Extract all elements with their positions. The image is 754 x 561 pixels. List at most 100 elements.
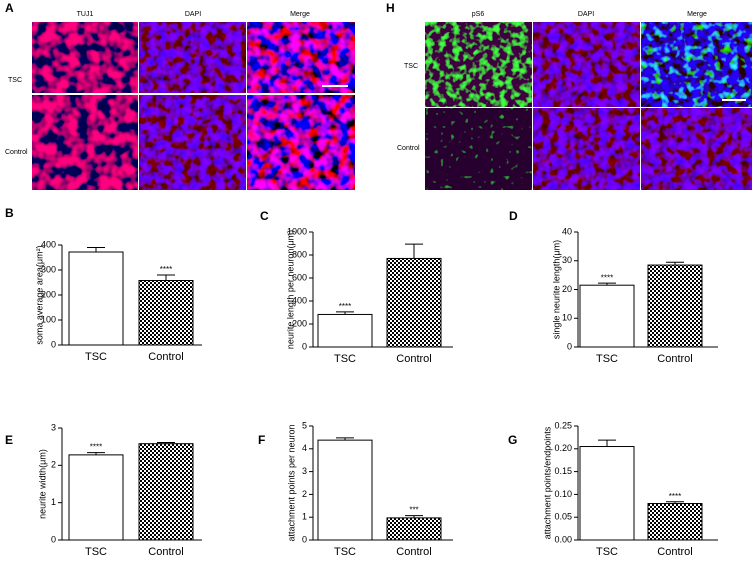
micrograph — [139, 22, 246, 93]
y-tick-label: 40 — [562, 226, 572, 236]
error-bar — [666, 501, 684, 504]
error-bar — [157, 442, 175, 444]
y-tick-label: 3 — [302, 466, 307, 476]
micrograph — [32, 95, 138, 190]
micrograph — [32, 22, 138, 93]
micrograph — [425, 22, 532, 107]
significance: **** — [90, 443, 102, 452]
micrograph — [641, 22, 752, 107]
y-tick-label: 3 — [51, 422, 56, 432]
y-tick-label: 1 — [302, 512, 307, 522]
bar — [579, 284, 635, 348]
bar — [68, 454, 124, 541]
micrograph — [425, 108, 532, 190]
error-bar — [87, 452, 105, 455]
x-tick-label: Control — [657, 353, 692, 365]
column-label: TUJ1 — [77, 11, 94, 18]
panel-label: C — [260, 209, 269, 223]
x-tick-label: TSC — [596, 353, 618, 365]
error-bar — [666, 261, 684, 266]
y-tick-label: 100 — [41, 314, 56, 324]
panel-label: B — [5, 206, 14, 220]
y-axis-label: attachment points/endpoints — [542, 426, 552, 539]
column-label: pS6 — [472, 11, 485, 18]
y-tick-label: 400 — [292, 295, 307, 305]
error-bar — [157, 274, 175, 281]
panel-label: H — [386, 1, 395, 15]
column-label: Merge — [290, 11, 310, 18]
micrograph — [139, 95, 246, 190]
error-bar — [598, 282, 616, 286]
bar — [138, 443, 194, 541]
bar — [138, 280, 194, 346]
error-bar — [336, 311, 354, 315]
y-axis-label: attachment points per neuron — [286, 424, 296, 541]
x-tick-label: Control — [396, 546, 431, 556]
y-tick-label: 0.20 — [554, 443, 572, 453]
significance: **** — [160, 265, 172, 274]
y-axis-label: neurite width(μm) — [37, 449, 47, 519]
y-tick-label: 30 — [562, 255, 572, 265]
x-tick-label: TSC — [334, 546, 356, 556]
micrograph — [247, 95, 355, 190]
bar — [317, 313, 373, 348]
micrograph — [247, 22, 355, 93]
significance: **** — [601, 273, 613, 282]
row-label: Control — [5, 149, 28, 156]
error-bar — [598, 439, 616, 447]
x-tick-label: TSC — [85, 351, 107, 363]
y-tick-label: 2 — [51, 460, 56, 470]
y-tick-label: 10 — [562, 313, 572, 323]
column-label: DAPI — [578, 11, 594, 18]
y-axis-label: single neurite length(μm) — [551, 240, 561, 339]
y-axis-label: soma average area(μm²) — [34, 245, 44, 344]
x-tick-label: TSC — [85, 546, 107, 556]
micrograph — [533, 108, 640, 190]
significance: *** — [409, 506, 418, 515]
y-tick-label: 0 — [567, 341, 572, 351]
x-tick-label: Control — [657, 546, 692, 556]
x-tick-label: TSC — [596, 546, 618, 556]
panel-label: E — [5, 433, 13, 447]
panel-label: G — [508, 433, 517, 447]
y-tick-label: 200 — [292, 318, 307, 328]
y-tick-label: 0.00 — [554, 534, 572, 544]
significance: **** — [669, 492, 681, 501]
error-bar — [87, 247, 105, 252]
y-tick-label: 300 — [41, 264, 56, 274]
bar — [386, 257, 442, 348]
bar — [68, 251, 124, 346]
y-tick-label: 800 — [292, 249, 307, 259]
column-label: Merge — [687, 11, 707, 18]
bar — [317, 439, 373, 541]
y-tick-label: 4 — [302, 443, 307, 453]
y-tick-label: 0 — [51, 339, 56, 349]
y-tick-label: 0.25 — [554, 420, 572, 430]
y-tick-label: 2 — [302, 489, 307, 499]
bar — [647, 264, 703, 348]
significance: **** — [339, 302, 351, 311]
micrograph — [533, 22, 640, 107]
y-tick-label: 200 — [41, 289, 56, 299]
y-tick-label: 0.15 — [554, 466, 572, 476]
x-tick-label: Control — [396, 353, 431, 365]
panel-label: D — [509, 209, 518, 223]
x-tick-label: TSC — [334, 353, 356, 365]
y-tick-label: 0 — [51, 534, 56, 544]
y-tick-label: 0 — [302, 341, 307, 351]
bar — [647, 503, 703, 541]
y-tick-label: 20 — [562, 284, 572, 294]
micrograph — [641, 108, 752, 190]
row-label: TSC — [404, 63, 418, 70]
y-tick-label: 600 — [292, 272, 307, 282]
y-tick-label: 0.10 — [554, 489, 572, 499]
y-tick-label: 1 — [51, 497, 56, 507]
panel-label: A — [5, 1, 14, 15]
bar — [386, 517, 442, 541]
error-bar — [336, 437, 354, 441]
error-bar — [405, 243, 423, 259]
column-label: DAPI — [185, 11, 201, 18]
error-bar — [405, 515, 423, 518]
y-tick-label: 0 — [302, 534, 307, 544]
